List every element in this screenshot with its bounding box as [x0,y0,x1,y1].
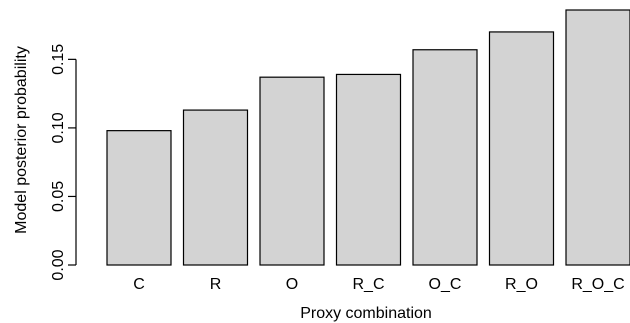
x-axis-title: Proxy combination [300,305,432,322]
bar-r [182,109,249,266]
bar-r-o-c [565,9,630,266]
x-tick-label: C [133,276,145,293]
bar-c [106,130,172,266]
y-tick-label: 0.10 [50,112,67,143]
y-tick-label: 0.15 [50,44,67,75]
x-tick-label: R_C [352,276,384,293]
bars-group [106,9,630,266]
x-tick-label: O_C [429,276,462,293]
y-axis: 0.00 0.05 0.10 0.15 [50,44,77,281]
y-axis-title: Model posterior probability [13,46,30,234]
x-tick-label: R_O [505,276,538,293]
y-tick-label: 0.00 [50,249,67,280]
bar-o [259,76,325,266]
bar-r-c [335,73,402,266]
x-tick-label: R [210,276,222,293]
x-tick-labels: C R O R_C O_C R_O R_O_C [133,276,624,293]
x-tick-label: R_O_C [571,276,624,293]
y-tick-label: 0.05 [50,181,67,212]
bar-o-c [412,49,478,266]
x-tick-label: O [286,276,298,293]
bar-r-o [488,31,555,266]
